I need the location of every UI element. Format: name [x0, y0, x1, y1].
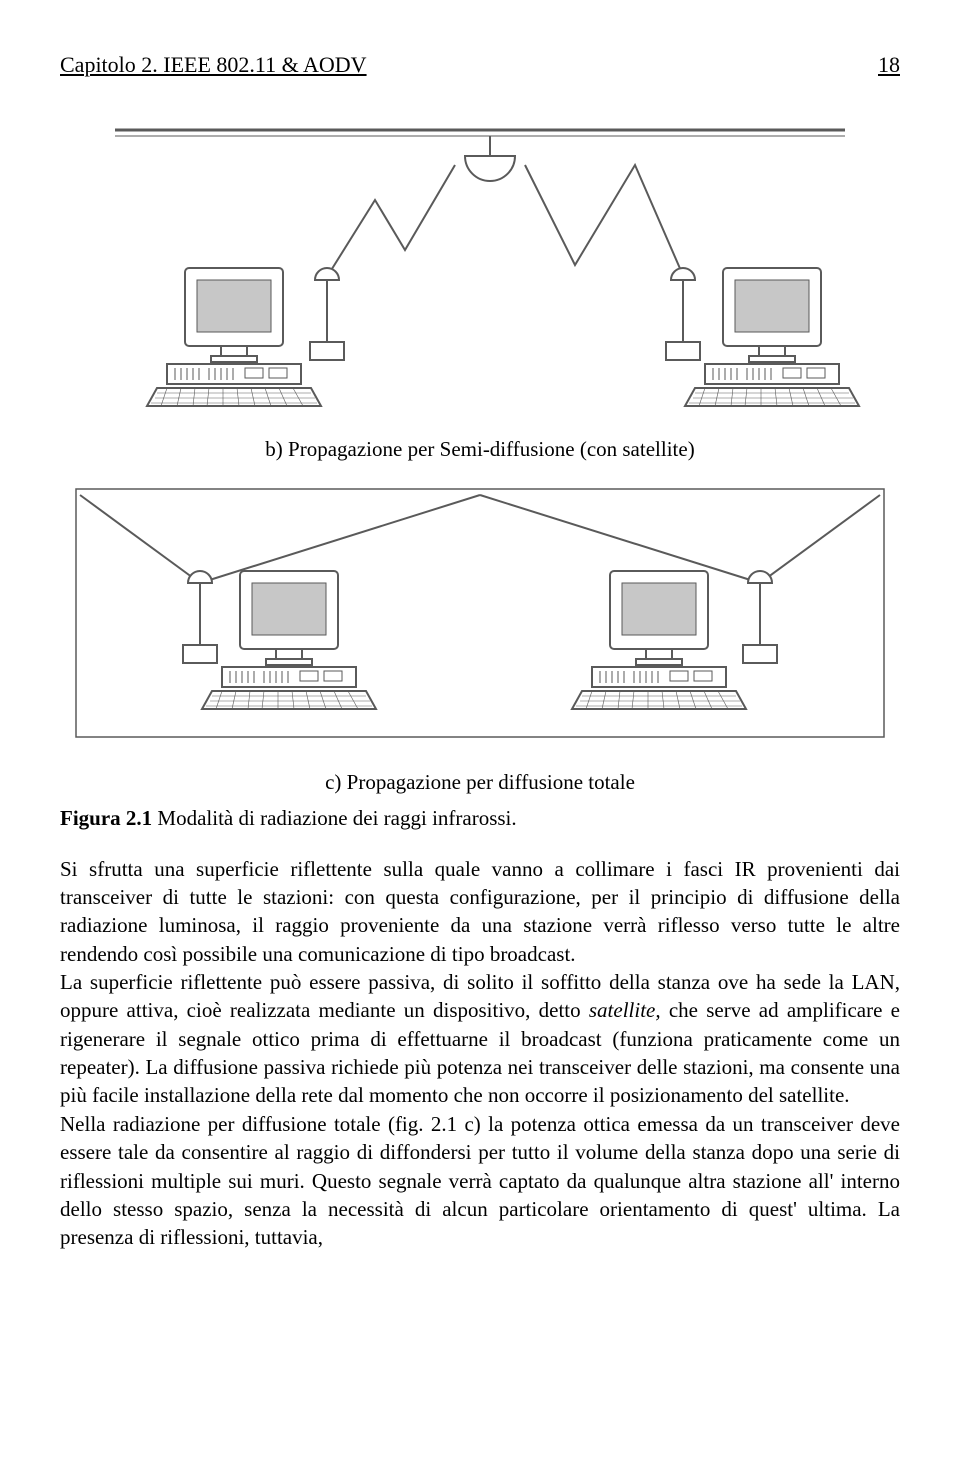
- figure-label: Figura 2.1 Modalità di radiazione dei ra…: [60, 804, 900, 832]
- figure-semi-diffusion: [60, 110, 900, 410]
- page-header: Capitolo 2. IEEE 802.11 & AODV 18: [60, 50, 900, 80]
- caption-b: b) Propagazione per Semi-diffusione (con…: [60, 435, 900, 463]
- paragraph-2: La superficie riflettente può essere pas…: [60, 968, 900, 1110]
- paragraph-3: Nella radiazione per diffusione totale (…: [60, 1110, 900, 1252]
- header-page-number: 18: [878, 50, 900, 80]
- figure-total-diffusion: [60, 483, 900, 743]
- figure-label-bold: Figura 2.1: [60, 806, 152, 830]
- paragraph-1: Si sfrutta una superficie riflettente su…: [60, 855, 900, 968]
- caption-c: c) Propagazione per diffusione totale: [60, 768, 900, 796]
- body-text: Si sfrutta una superficie riflettente su…: [60, 855, 900, 1252]
- header-left: Capitolo 2. IEEE 802.11 & AODV: [60, 50, 367, 80]
- figure-label-rest: Modalità di radiazione dei raggi infraro…: [152, 806, 516, 830]
